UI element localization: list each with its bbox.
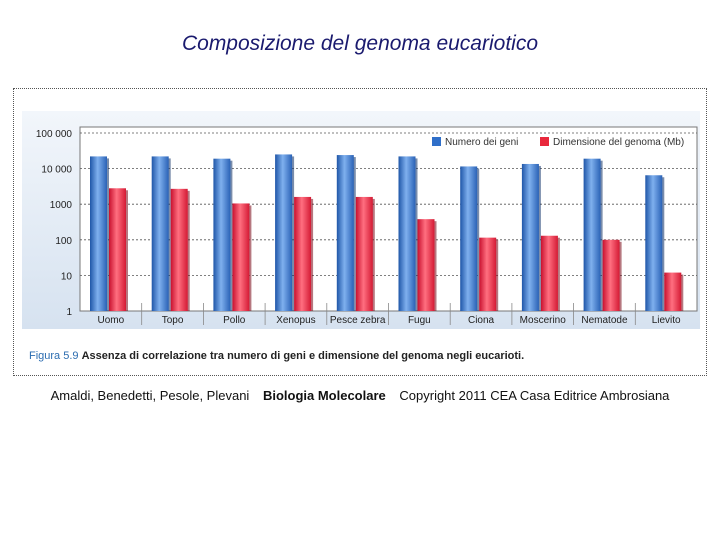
bar-genes	[521, 163, 539, 311]
credits-line: Amaldi, Benedetti, Pesole, Plevani Biolo…	[0, 388, 720, 403]
bar-genome	[479, 237, 497, 311]
credits-copyright: Copyright 2011 CEA Casa Editrice Ambrosi…	[399, 388, 670, 403]
x-tick-label: Pesce zebra	[330, 315, 386, 326]
slide-title: Composizione del genoma eucariotico	[181, 32, 539, 55]
x-tick-label: Pollo	[223, 315, 246, 326]
y-tick-label: 100	[55, 236, 72, 247]
bar-genes	[275, 154, 293, 311]
figure-caption: Figura 5.9 Assenza di correlazione tra n…	[29, 350, 524, 362]
bar-genome	[540, 235, 558, 311]
legend-swatch-genome	[540, 137, 549, 146]
x-tick-label: Uomo	[98, 315, 125, 326]
bar-genome	[170, 188, 188, 311]
x-tick-label: Xenopus	[276, 315, 315, 326]
legend-label-genes: Numero dei geni	[445, 137, 518, 148]
x-tick-label: Topo	[162, 315, 184, 326]
legend: Numero dei geni Dimensione del genoma (M…	[432, 137, 684, 148]
legend-label-genome: Dimensione del genoma (Mb)	[553, 137, 684, 148]
y-tick-label: 10 000	[41, 165, 72, 176]
legend-swatch-genes	[432, 137, 441, 146]
x-tick-label: Lievito	[652, 315, 681, 326]
figure-caption-text: Assenza di correlazione tra numero di ge…	[81, 350, 525, 362]
bar-genome	[664, 272, 682, 311]
x-tick-label: Nematode	[581, 315, 628, 326]
bar-genome	[417, 219, 435, 311]
y-tick-label: 100 000	[36, 129, 73, 140]
figure-frame: 1 10 100 1000 10 000 100 000 Uomo Topo Pollo Xen…	[13, 88, 707, 376]
bar-genes	[151, 156, 169, 311]
y-tick-label: 1	[66, 307, 72, 318]
y-tick-label: 10	[61, 271, 73, 282]
bar-genes	[90, 156, 107, 311]
bar-genes	[645, 175, 663, 311]
y-tick-label: 1000	[50, 200, 73, 211]
bar-genes	[583, 158, 601, 311]
x-tick-label: Fugu	[408, 315, 431, 326]
bar-genome	[109, 188, 126, 311]
x-tick-label: Ciona	[468, 315, 495, 326]
credits-authors: Amaldi, Benedetti, Pesole, Plevani	[50, 388, 250, 403]
bar-genome	[602, 239, 620, 311]
bar-genes	[213, 158, 231, 311]
bar-genome	[232, 203, 250, 311]
x-tick-label: Moscerino	[520, 315, 567, 326]
bar-chart: 1 10 100 1000 10 000 100 000 Uomo Topo Pollo Xen…	[22, 111, 700, 329]
bar-genes	[398, 156, 416, 311]
bar-genes	[336, 155, 354, 311]
bar-genes	[460, 166, 478, 311]
bar-genome	[294, 196, 312, 311]
figure-number: Figura 5.9	[29, 350, 79, 362]
credits-book-title: Biologia Molecolare	[262, 388, 386, 403]
bar-genome	[355, 196, 373, 311]
